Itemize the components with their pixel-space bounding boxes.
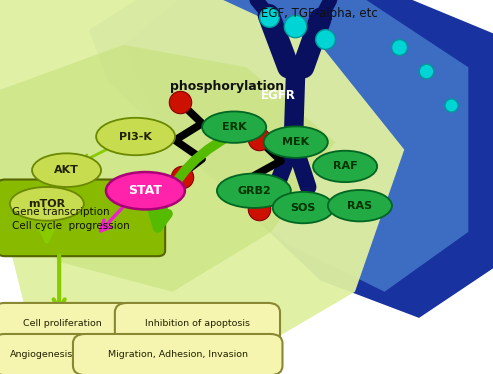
- Ellipse shape: [96, 118, 175, 155]
- Text: SOS: SOS: [290, 203, 316, 212]
- Polygon shape: [0, 45, 335, 292]
- Ellipse shape: [313, 151, 377, 182]
- Text: Inhibition of apoptosis: Inhibition of apoptosis: [145, 319, 250, 328]
- Text: phosphorylation: phosphorylation: [170, 80, 284, 92]
- FancyBboxPatch shape: [0, 303, 133, 344]
- Polygon shape: [123, 0, 493, 318]
- Text: ERK: ERK: [222, 122, 246, 132]
- Point: [178, 174, 186, 180]
- FancyBboxPatch shape: [73, 334, 282, 374]
- Point: [395, 44, 403, 50]
- Text: GRB2: GRB2: [237, 186, 271, 196]
- Point: [255, 136, 263, 142]
- Text: mTOR: mTOR: [28, 199, 66, 209]
- Text: RAS: RAS: [348, 201, 372, 211]
- Ellipse shape: [217, 174, 291, 208]
- Point: [447, 102, 455, 108]
- Polygon shape: [89, 0, 468, 292]
- Point: [423, 68, 430, 74]
- Text: EGF, TGF-alpha, etc: EGF, TGF-alpha, etc: [261, 7, 378, 19]
- Text: Angiogenesis: Angiogenesis: [10, 350, 73, 359]
- Ellipse shape: [10, 187, 84, 221]
- Text: Cell proliferation: Cell proliferation: [24, 319, 102, 328]
- Ellipse shape: [106, 172, 185, 209]
- Point: [255, 206, 263, 212]
- Ellipse shape: [264, 126, 328, 158]
- Text: STAT: STAT: [129, 184, 162, 197]
- Text: RAF: RAF: [333, 162, 357, 171]
- Text: Migration, Adhesion, Invasion: Migration, Adhesion, Invasion: [108, 350, 247, 359]
- Text: MEK: MEK: [282, 137, 310, 147]
- Ellipse shape: [32, 153, 101, 187]
- Point: [321, 36, 329, 42]
- FancyBboxPatch shape: [0, 334, 91, 374]
- Ellipse shape: [273, 192, 334, 223]
- Text: EGFR: EGFR: [261, 89, 296, 102]
- Text: AKT: AKT: [54, 165, 79, 175]
- Ellipse shape: [328, 190, 392, 221]
- FancyBboxPatch shape: [115, 303, 280, 344]
- Point: [265, 14, 273, 20]
- Text: PI3-K: PI3-K: [119, 132, 152, 141]
- FancyBboxPatch shape: [0, 180, 165, 256]
- Ellipse shape: [202, 111, 266, 143]
- Polygon shape: [0, 0, 404, 367]
- Point: [176, 99, 184, 105]
- Point: [291, 23, 299, 29]
- Text: Gene transcription
Cell cycle  progression: Gene transcription Cell cycle progressio…: [12, 207, 130, 231]
